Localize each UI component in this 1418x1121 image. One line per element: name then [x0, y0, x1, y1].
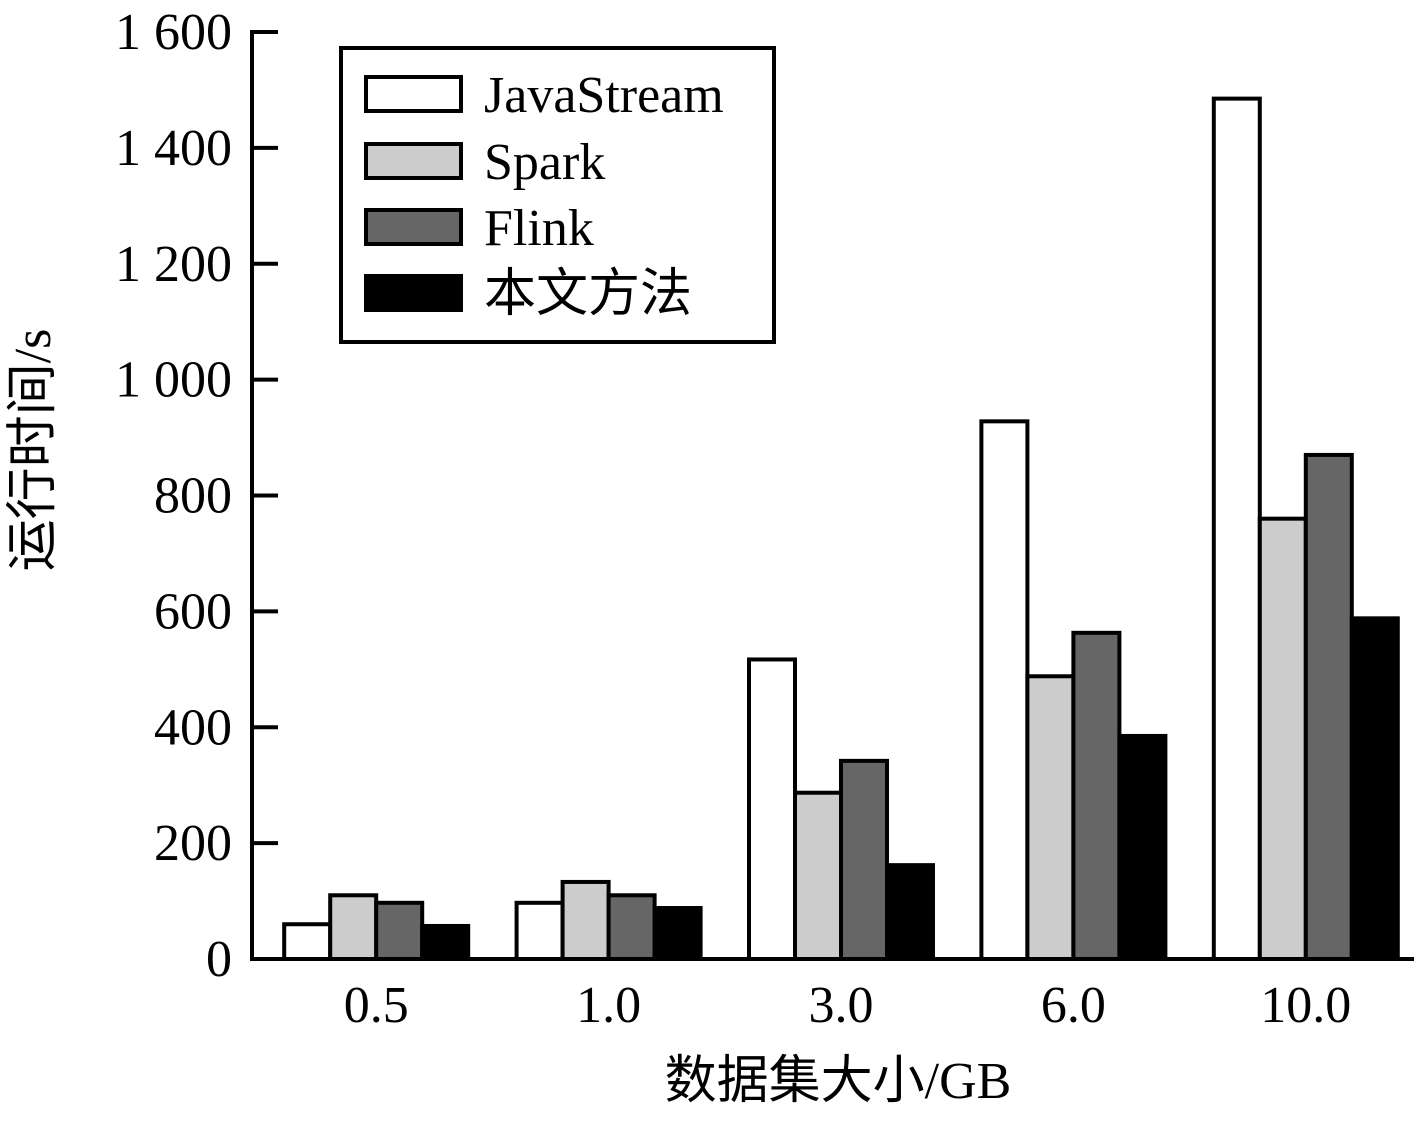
- legend-swatch: [364, 274, 463, 312]
- y-ticks-group: 0 200 400 600 800 1 000 1 200 1 400 1 600: [115, 4, 278, 988]
- y-tick-label: 1 000: [115, 352, 232, 409]
- bar: [652, 906, 703, 962]
- legend-label: Spark: [484, 134, 605, 191]
- legend-label: Flink: [484, 200, 594, 257]
- bar: [374, 900, 425, 961]
- bar: [282, 922, 333, 961]
- legend-swatch: [364, 75, 463, 113]
- bar: [1303, 452, 1354, 961]
- bar: [606, 893, 657, 961]
- bar: [1211, 96, 1262, 962]
- x-tick-label: 1.0: [576, 977, 641, 1034]
- y-tick-label: 1 600: [115, 4, 232, 61]
- x-tick-label: 0.5: [344, 977, 409, 1034]
- y-tick-label: 400: [154, 699, 232, 756]
- legend-label: 本文方法: [484, 266, 692, 323]
- x-tick-label: 3.0: [809, 977, 874, 1034]
- bar: [885, 863, 935, 961]
- x-axis-label: 数据集大小/GB: [665, 1053, 1012, 1110]
- legend-swatch: [364, 208, 463, 246]
- bar: [328, 893, 379, 961]
- bar: [420, 923, 471, 962]
- y-tick-label: 1 200: [115, 236, 232, 293]
- y-tick-label: 800: [154, 468, 232, 525]
- legend-swatch: [364, 142, 463, 180]
- bar: [1349, 616, 1400, 961]
- y-tick-label: 1 400: [115, 120, 232, 177]
- bar: [560, 879, 611, 961]
- bar: [1257, 516, 1308, 961]
- y-tick-label: 600: [154, 583, 232, 640]
- y-tick-label: 0: [206, 931, 232, 988]
- bar: [1025, 674, 1076, 961]
- bar: [979, 419, 1030, 961]
- y-tick-label: 200: [154, 815, 232, 872]
- bar: [793, 790, 843, 961]
- bar: [1071, 630, 1122, 961]
- x-ticks-group: 0.5 1.0 3.0 6.0 10.0: [344, 977, 1352, 1034]
- x-tick-label: 10.0: [1260, 977, 1351, 1034]
- legend-label: JavaStream: [484, 67, 724, 124]
- bar: [1117, 733, 1168, 961]
- bar: [839, 758, 889, 962]
- bar: [514, 900, 565, 961]
- legend: JavaStream Spark Flink 本文方法: [339, 46, 776, 344]
- bar: [747, 657, 797, 961]
- y-axis-label: 运行时间/s: [5, 329, 62, 572]
- x-tick-label: 6.0: [1041, 977, 1106, 1034]
